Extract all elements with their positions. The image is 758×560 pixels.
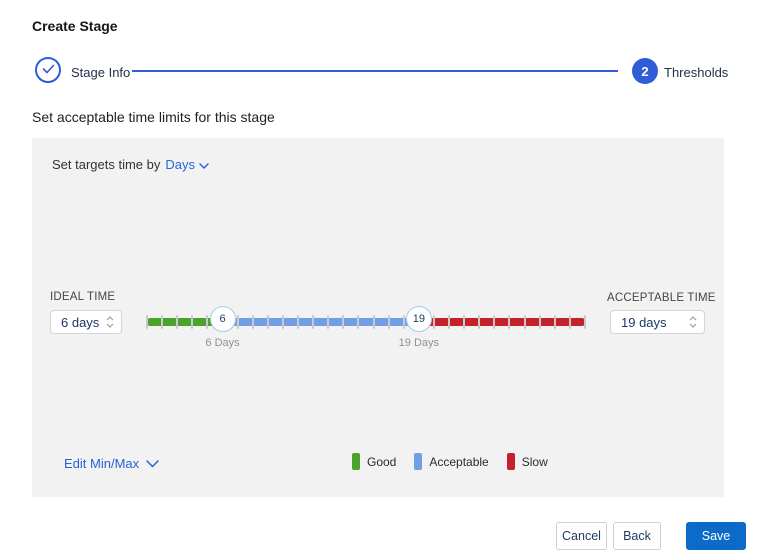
slider-tick (432, 315, 435, 329)
slider-tick (312, 315, 315, 329)
back-button[interactable]: Back (613, 522, 661, 550)
slider-tick (523, 315, 526, 329)
acceptable-caption: 19 Days (398, 337, 440, 349)
spinner-up-icon[interactable] (106, 316, 114, 321)
stepper-connector-line (132, 70, 618, 72)
slider-tick (568, 315, 571, 329)
slider-tick (357, 315, 360, 329)
acceptable-time-field (610, 310, 705, 334)
chevron-down-icon (146, 456, 159, 471)
chevron-down-icon (199, 157, 209, 172)
slider-tick (327, 315, 330, 329)
section-subtitle: Set acceptable time limits for this stag… (32, 109, 275, 125)
slider-tick (251, 315, 254, 329)
slider-tick (266, 315, 269, 329)
legend-item: Slow (506, 453, 548, 470)
slider-segment-acceptable (222, 318, 419, 326)
acceptable-time-label: ACCEPTABLE TIME (607, 292, 716, 304)
spinner-down-icon[interactable] (689, 323, 697, 328)
ideal-time-label: IDEAL TIME (50, 291, 116, 303)
ideal-caption: 6 Days (205, 337, 240, 349)
legend-label: Good (367, 454, 397, 469)
slider-tick (161, 315, 164, 329)
slider-tick (206, 315, 209, 329)
legend-item: Good (352, 453, 396, 470)
ideal-time-field (50, 310, 122, 334)
slider-tick (176, 315, 179, 329)
legend-item: Acceptable (414, 453, 489, 470)
cancel-button[interactable]: Cancel (556, 522, 607, 550)
slider-tick (297, 315, 300, 329)
set-targets-label: Set targets time by (52, 157, 161, 172)
step-stage-info-label[interactable]: Stage Info (71, 65, 131, 80)
ideal-time-spinner (106, 311, 114, 333)
legend-label: Slow (521, 454, 548, 469)
step-thresholds-label: Thresholds (664, 65, 729, 80)
legend-swatch (506, 453, 515, 470)
slider-tick (372, 315, 375, 329)
check-icon (42, 61, 55, 79)
slider-tick (493, 315, 496, 329)
slider-tick (553, 315, 556, 329)
set-targets-row: Set targets time by Days (52, 157, 209, 172)
slider-tick (448, 315, 451, 329)
unit-dropdown[interactable]: Days (165, 157, 209, 172)
spinner-up-icon[interactable] (689, 316, 697, 321)
edit-minmax-link[interactable]: Edit Min/Max (64, 456, 159, 471)
save-button[interactable]: Save (686, 522, 746, 550)
page-title: Create Stage (32, 18, 118, 34)
slider-tick (584, 315, 586, 329)
slider-tick (478, 315, 481, 329)
slider-tick (342, 315, 345, 329)
step-number: 2 (641, 63, 649, 79)
unit-dropdown-value: Days (165, 157, 196, 172)
slider-tick (538, 315, 541, 329)
slider-tick (236, 315, 239, 329)
slider-tick (387, 315, 390, 329)
acceptable-handle[interactable]: 19 (405, 306, 432, 332)
slider-segment-slow (418, 318, 585, 326)
spinner-down-icon[interactable] (106, 323, 114, 328)
slider-track (147, 318, 585, 326)
slider-tick (191, 315, 194, 329)
slider-tick (508, 315, 511, 329)
slider-legend: Good Acceptable Slow (352, 453, 548, 470)
slider-tick (146, 315, 148, 329)
legend-swatch (352, 453, 360, 470)
acceptable-handle-value: 19 (412, 313, 425, 325)
ideal-handle-value: 6 (219, 313, 226, 325)
ideal-time-input[interactable] (51, 314, 121, 330)
legend-label: Acceptable (429, 454, 489, 469)
acceptable-time-input[interactable] (611, 314, 704, 330)
step-stage-info-indicator[interactable] (35, 57, 61, 83)
slider-tick (281, 315, 284, 329)
edit-minmax-label: Edit Min/Max (64, 456, 140, 471)
acceptable-time-spinner (689, 311, 697, 333)
legend-swatch (414, 453, 423, 470)
step-thresholds-indicator[interactable]: 2 (632, 58, 658, 84)
slider-tick (402, 315, 405, 329)
slider-tick (463, 315, 466, 329)
threshold-slider: 6 19 6 Days 19 Days (146, 300, 586, 350)
ideal-handle[interactable]: 6 (209, 306, 236, 332)
slider-segment-good (147, 318, 223, 326)
